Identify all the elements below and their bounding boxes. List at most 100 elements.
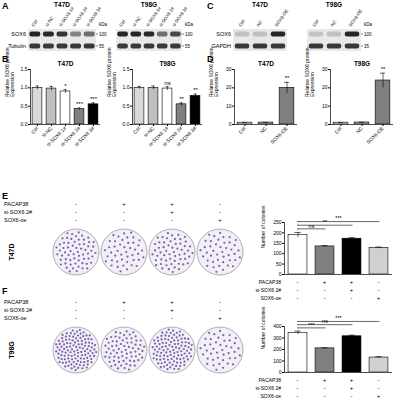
svg-text:PACAP38: PACAP38 xyxy=(259,279,281,285)
svg-text:+: + xyxy=(170,307,174,313)
svg-text:20: 20 xyxy=(322,84,328,90)
svg-text:150: 150 xyxy=(273,240,282,246)
svg-text:si-SOX6 3#: si-SOX6 3# xyxy=(73,125,95,147)
svg-text:-: - xyxy=(75,217,77,223)
svg-text:T98G: T98G xyxy=(159,60,175,67)
svg-text:1.5: 1.5 xyxy=(123,66,130,72)
svg-text:SOX6-OE: SOX6-OE xyxy=(348,8,364,27)
svg-text:***: *** xyxy=(335,315,342,321)
svg-text:T47D: T47D xyxy=(8,243,15,260)
svg-text:T47D: T47D xyxy=(58,60,74,67)
svg-text:35: 35 xyxy=(364,44,370,49)
svg-text:-: - xyxy=(378,279,380,285)
svg-text:10: 10 xyxy=(322,103,328,109)
svg-text:F: F xyxy=(2,286,8,296)
svg-text:*: * xyxy=(64,83,67,89)
svg-text:-: - xyxy=(324,393,326,399)
svg-text:100: 100 xyxy=(273,250,282,256)
svg-text:+: + xyxy=(170,299,174,305)
svg-text:si-SOX6 2#: si-SOX6 2# xyxy=(255,287,281,293)
svg-text:SOX6-oe: SOX6-oe xyxy=(4,315,27,321)
svg-text:Ctrl: Ctrl xyxy=(132,125,142,135)
svg-text:-: - xyxy=(297,393,299,399)
svg-text:0: 0 xyxy=(325,121,328,127)
svg-text:Ctrl: Ctrl xyxy=(31,19,39,28)
svg-text:-: - xyxy=(123,209,125,215)
svg-text:-: - xyxy=(219,299,221,305)
svg-text:Relative SOX6 proteinExpressio: Relative SOX6 proteinExpression xyxy=(106,47,117,97)
svg-text:SOX6: SOX6 xyxy=(216,31,231,37)
svg-text:si-SOX6 3#: si-SOX6 3# xyxy=(175,125,197,147)
svg-text:T98G: T98G xyxy=(326,1,342,8)
svg-text:**: ** xyxy=(381,66,386,72)
svg-text:55: 55 xyxy=(185,44,191,49)
svg-text:-: - xyxy=(297,295,299,301)
svg-text:-: - xyxy=(123,307,125,313)
svg-text:0.0: 0.0 xyxy=(123,121,130,127)
svg-text:NC: NC xyxy=(256,19,264,28)
svg-text:100: 100 xyxy=(185,32,193,37)
svg-text:kDa: kDa xyxy=(185,22,193,27)
svg-text:A: A xyxy=(2,1,9,11)
svg-text:NC: NC xyxy=(330,19,338,28)
svg-text:100: 100 xyxy=(99,32,107,37)
svg-text:GAPDH: GAPDH xyxy=(211,43,231,49)
svg-text:+: + xyxy=(350,377,354,383)
svg-text:0: 0 xyxy=(279,369,282,375)
svg-text:-: - xyxy=(324,295,326,301)
svg-text:+: + xyxy=(350,287,354,293)
svg-text:300: 300 xyxy=(273,335,282,341)
svg-text:-: - xyxy=(324,385,326,391)
svg-text:Number of colonies: Number of colonies xyxy=(260,205,266,249)
svg-text:Relative SOX6 proteinExpressio: Relative SOX6 proteinExpression xyxy=(304,47,315,97)
svg-text:-: - xyxy=(219,201,221,207)
svg-text:Ctrl: Ctrl xyxy=(118,19,126,28)
svg-text:-: - xyxy=(171,315,173,321)
svg-text:-: - xyxy=(123,217,125,223)
svg-text:-: - xyxy=(75,307,77,313)
svg-text:**: ** xyxy=(285,75,290,81)
svg-text:***: *** xyxy=(90,96,98,102)
svg-text:Relative SOX6 proteinExpressio: Relative SOX6 proteinExpression xyxy=(4,47,15,97)
svg-text:T98G: T98G xyxy=(8,341,15,359)
svg-text:NC: NC xyxy=(258,125,268,135)
svg-text:+: + xyxy=(377,295,381,301)
svg-text:250: 250 xyxy=(273,219,282,225)
svg-text:-: - xyxy=(297,279,299,285)
svg-text:SOX6-oe: SOX6-oe xyxy=(4,217,27,223)
svg-text:**: ** xyxy=(179,96,184,102)
svg-text:30: 30 xyxy=(226,66,232,72)
svg-text:Tubulin: Tubulin xyxy=(8,43,26,49)
svg-text:1.0: 1.0 xyxy=(21,84,28,90)
svg-text:si-SOX6 2#: si-SOX6 2# xyxy=(4,307,33,313)
svg-text:400: 400 xyxy=(273,323,282,329)
svg-text:30: 30 xyxy=(322,66,328,72)
svg-text:+: + xyxy=(323,377,327,383)
svg-text:NC: NC xyxy=(354,125,364,135)
svg-text:-: - xyxy=(219,307,221,313)
svg-text:-: - xyxy=(297,385,299,391)
svg-text:PACAP38: PACAP38 xyxy=(4,299,28,305)
svg-text:ns: ns xyxy=(309,223,315,229)
svg-text:100: 100 xyxy=(364,32,372,37)
svg-text:**: ** xyxy=(193,87,198,93)
svg-text:SOX6-OE: SOX6-OE xyxy=(269,125,289,145)
svg-text:T47D: T47D xyxy=(258,60,274,67)
svg-text:+: + xyxy=(170,201,174,207)
svg-text:+: + xyxy=(170,209,174,215)
svg-text:0: 0 xyxy=(279,271,282,277)
svg-text:-: - xyxy=(378,287,380,293)
svg-text:+: + xyxy=(218,315,222,321)
svg-text:0.5: 0.5 xyxy=(123,103,130,109)
svg-text:SOX6: SOX6 xyxy=(11,31,26,37)
svg-text:T47D: T47D xyxy=(252,1,268,8)
svg-text:Ctrl: Ctrl xyxy=(333,125,343,135)
svg-text:Ctrl: Ctrl xyxy=(312,19,320,28)
svg-text:kDa: kDa xyxy=(364,22,372,27)
svg-text:+: + xyxy=(323,279,327,285)
svg-text:1.5: 1.5 xyxy=(21,66,28,72)
svg-text:kDa: kDa xyxy=(99,22,107,27)
svg-text:-: - xyxy=(297,287,299,293)
svg-text:+: + xyxy=(218,217,222,223)
svg-text:-: - xyxy=(324,287,326,293)
